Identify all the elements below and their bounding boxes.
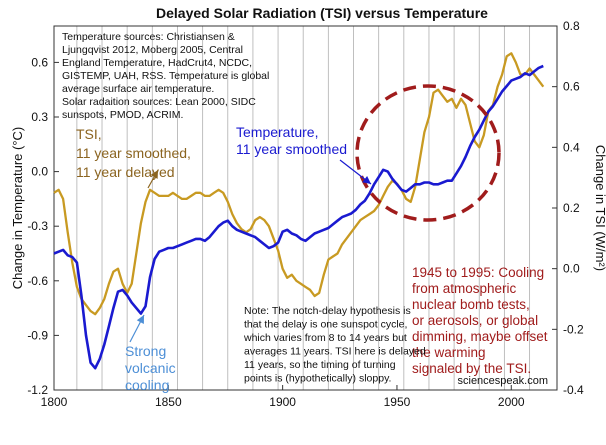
right-tick-label: 0.6 (563, 80, 580, 94)
left-tick-label: -0.9 (27, 328, 48, 342)
sources-line: Ljungqvist 2012, Moberg 2005, Central (62, 44, 243, 56)
x-tick-label: 1900 (269, 395, 296, 409)
sources-line: sunspots, PMOD, ACRIM. (62, 109, 183, 121)
tsi-line (53, 52, 545, 316)
right-axis-label: Change in TSI (W/m²) (593, 145, 606, 271)
sources-line: average surface air temperature. (62, 83, 214, 95)
cooling-label-line: from atmospheric (412, 281, 517, 296)
x-tick-label: 2000 (498, 395, 525, 409)
cooling-label-line: or aerosols, or global (412, 313, 538, 328)
temp-label-line: 11 year smoothed (236, 141, 347, 157)
note-annotation: Note: The notch-delay hypothesis is that … (243, 305, 426, 385)
left-tick-label: -0.6 (27, 274, 48, 288)
cooling-period-ellipse (355, 84, 501, 222)
note-line: Note: The notch-delay hypothesis is (244, 305, 411, 317)
left-y-axis-ticks: -1.2 -0.9 -0.6 -0.3 0.0 0.3 0.6 (27, 55, 59, 397)
right-tick-label: -0.4 (563, 383, 584, 397)
left-tick-label: 0.6 (31, 55, 48, 69)
annotation-arrows (129, 159, 372, 343)
chart-title: Delayed Solar Radiation (TSI) versus Tem… (156, 5, 488, 21)
cooling-label-line: dimming, maybe offset (412, 329, 548, 344)
note-line: that the delay is one sunspot cycle, (244, 319, 407, 331)
volcanic-label-line: cooling (125, 377, 169, 393)
tsi-label-line: 11 year smoothed, (76, 145, 191, 161)
volcanic-label-line: Strong (125, 343, 166, 359)
cooling-label-line: signaled by the TSI. (412, 361, 531, 376)
note-line: averages 11 years. TSI here is delayed (244, 346, 426, 358)
tsi-series-label: TSI, 11 year smoothed, 11 year delayed (76, 126, 191, 180)
tsi-arrow-head (150, 170, 158, 179)
x-tick-label: 1850 (155, 395, 182, 409)
vertical-gridlines (76, 26, 531, 390)
temp-label-line: Temperature, (236, 124, 318, 140)
temperature-series-label: Temperature,11 year smoothed (236, 124, 347, 157)
sources-annotation: Temperature sources: Christiansen &Ljung… (62, 31, 269, 121)
right-tick-label: -0.2 (563, 322, 584, 336)
x-axis-ticks: 1800 1850 1900 1950 2000 (41, 385, 525, 409)
x-tick-label: 1800 (41, 395, 68, 409)
sources-line: Solar radaition sources: Lean 2000, SIDC (62, 96, 256, 108)
left-tick-label: -0.3 (27, 219, 48, 233)
sources-line: England Temperature, HadCrut4, NCDC, (62, 57, 252, 69)
volcanic-label-line: volcanic (125, 360, 176, 376)
temp-arrow-head (362, 175, 371, 184)
cooling-label-line: nuclear bomb tests, (412, 297, 530, 312)
note-line: 11 years, so the timing of turning (244, 359, 396, 371)
cooling-label-line: the warming (412, 345, 486, 360)
note-line: which varies from 8 to 14 years but (243, 332, 407, 344)
left-tick-label: -1.2 (27, 383, 48, 397)
tsi-label-line: TSI, (76, 126, 102, 142)
right-tick-label: 0.4 (563, 140, 580, 154)
left-axis-label: Change in Temperature (°C) (10, 127, 25, 289)
note-line: points is (hypothetically) sloppy. (244, 373, 391, 385)
right-tick-label: 0.2 (563, 201, 580, 215)
right-tick-label: 0.0 (563, 262, 580, 276)
watermark: sciencespeak.com (458, 375, 549, 387)
sources-line: GISTEMP, UAH, RSS. Temperature is global (62, 70, 269, 82)
series-lines (53, 52, 545, 370)
sources-line: Temperature sources: Christiansen & (62, 31, 235, 43)
left-tick-label: 0.3 (31, 110, 48, 124)
left-tick-label: 0.0 (31, 165, 48, 179)
right-y-axis-ticks: -0.4 -0.2 0.0 0.2 0.4 0.6 0.8 (552, 19, 584, 397)
temperature-line (53, 64, 544, 370)
x-tick-label: 1950 (384, 395, 411, 409)
cooling-label-line: 1945 to 1995: Cooling (412, 265, 544, 280)
right-tick-label: 0.8 (563, 19, 580, 33)
volcanic-arrow-head (136, 315, 144, 324)
tsi-label-line: 11 year delayed (76, 164, 175, 180)
